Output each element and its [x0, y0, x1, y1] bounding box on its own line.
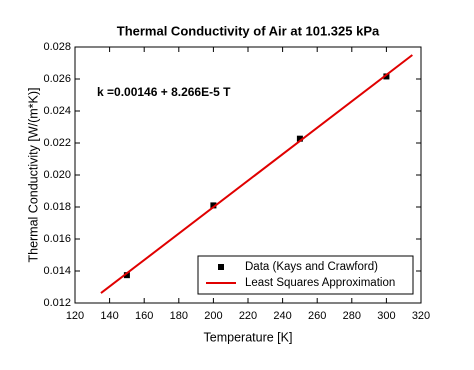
x-tick-label: 200	[204, 310, 222, 322]
legend-marker	[218, 264, 224, 270]
legend-label: Data (Kays and Crawford)	[245, 261, 378, 273]
y-tick-label: 0.012	[43, 297, 71, 309]
x-tick-label: 240	[273, 310, 291, 322]
x-tick-label: 320	[412, 310, 430, 322]
data-point	[383, 73, 390, 80]
y-tick-label: 0.024	[43, 105, 71, 117]
x-tick-label: 160	[135, 310, 153, 322]
y-tick-label: 0.026	[43, 73, 71, 85]
fit-line	[100, 54, 413, 294]
x-tick-label: 140	[100, 310, 118, 322]
x-tick-label: 300	[377, 310, 395, 322]
chart-title: Thermal Conductivity of Air at 101.325 k…	[117, 23, 380, 38]
x-tick-label: 120	[66, 310, 84, 322]
y-axis-label: Thermal Conductivity [W/(m*K)]	[26, 87, 40, 262]
y-tick-label: 0.022	[43, 137, 71, 149]
x-axis-label: Temperature [K]	[204, 330, 293, 344]
x-tick-label: 280	[343, 310, 361, 322]
legend-label: Least Squares Approximation	[245, 277, 395, 289]
y-tick-label: 0.020	[43, 169, 71, 181]
data-point	[296, 135, 303, 142]
annotation: k =0.00146 + 8.266E-5 T	[97, 85, 231, 99]
legend-box	[197, 255, 414, 295]
data-point	[123, 272, 130, 279]
data-point	[210, 202, 217, 209]
y-tick-label: 0.016	[43, 233, 71, 245]
x-tick-label: 220	[239, 310, 257, 322]
x-tick-label: 260	[308, 310, 326, 322]
x-tick-label: 180	[170, 310, 188, 322]
y-tick-label: 0.018	[43, 201, 71, 213]
y-tick-label: 0.028	[43, 41, 71, 53]
y-tick-label: 0.014	[43, 265, 71, 277]
